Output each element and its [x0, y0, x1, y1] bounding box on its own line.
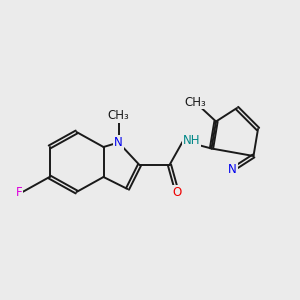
Text: NH: NH: [183, 134, 200, 148]
Text: N: N: [228, 163, 237, 176]
Text: CH₃: CH₃: [184, 95, 206, 109]
Text: N: N: [114, 136, 123, 149]
Text: O: O: [172, 185, 182, 199]
Text: CH₃: CH₃: [108, 109, 129, 122]
Text: F: F: [16, 185, 22, 199]
